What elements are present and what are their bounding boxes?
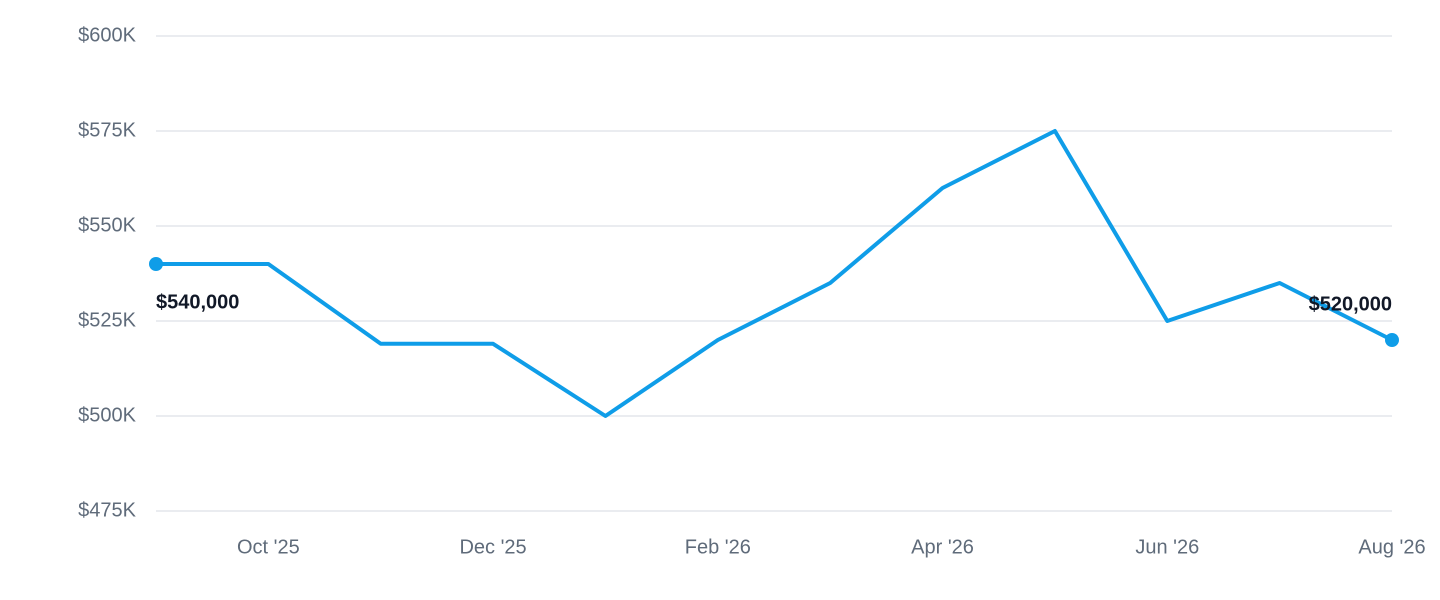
x-tick-label: Feb '26 (685, 536, 751, 558)
y-tick-label: $575K (78, 119, 136, 141)
y-tick-label: $475K (78, 499, 136, 521)
point-marker (1385, 333, 1399, 347)
x-tick-label: Apr '26 (911, 536, 974, 558)
line-series (156, 129, 1393, 418)
x-tick-label: Jun '26 (1135, 536, 1199, 558)
y-tick-label: $600K (78, 24, 136, 46)
x-tick-label: Aug '26 (1358, 536, 1425, 558)
y-tick-label: $500K (78, 404, 136, 426)
point-marker (149, 257, 163, 271)
x-tick-label: Oct '25 (237, 536, 300, 558)
x-tick-label: Dec '25 (459, 536, 526, 558)
value-label: $540,000 (156, 291, 239, 313)
value-label: $520,000 (1309, 293, 1392, 315)
y-tick-label: $550K (78, 214, 136, 236)
y-tick-label: $525K (78, 309, 136, 331)
